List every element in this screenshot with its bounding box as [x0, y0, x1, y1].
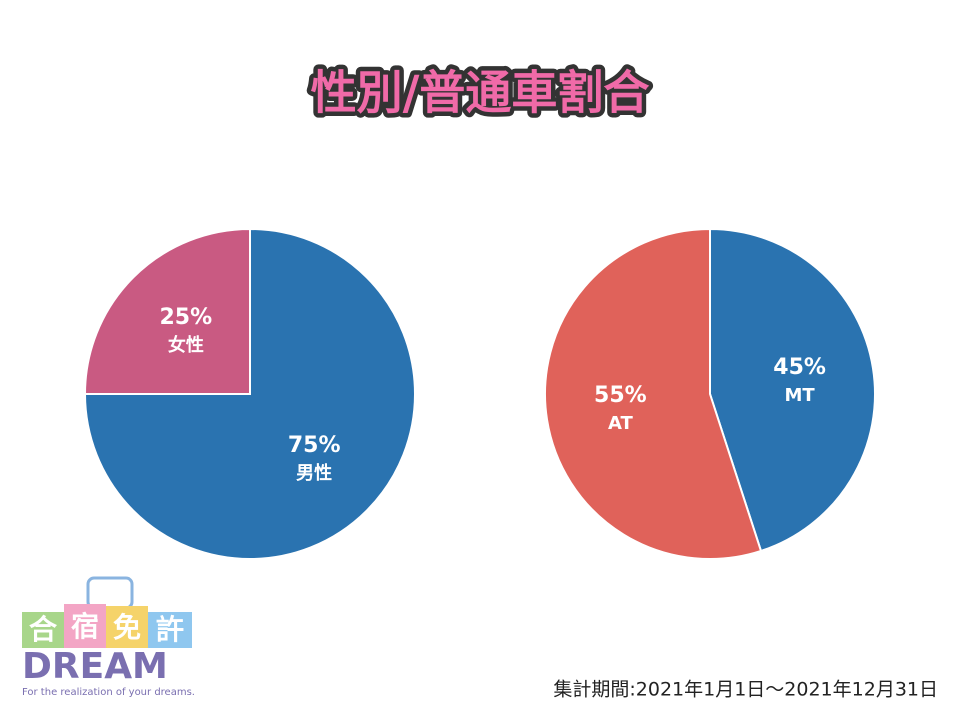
value-label: 75% — [288, 433, 341, 458]
logo-block — [22, 612, 64, 648]
category-label: 男性 — [296, 462, 332, 484]
logo-block — [106, 606, 148, 648]
pie-slice — [709, 227, 876, 553]
logo-char: 許 — [156, 613, 184, 646]
logo: 合 宿 免 許 DREAM For the realization of you… — [22, 576, 195, 698]
logo-char: 免 — [113, 611, 141, 644]
category-label: MT — [785, 385, 816, 406]
logo-tagline: For the realization of your dreams. — [22, 687, 195, 698]
category-label: 女性 — [168, 334, 204, 356]
category-label: AT — [608, 413, 634, 434]
value-label: 25% — [159, 305, 212, 330]
logo-block — [64, 604, 106, 648]
pie-slice — [83, 227, 416, 560]
pie-slice — [83, 227, 251, 395]
logo-block — [148, 612, 192, 648]
logo-char: 合 — [29, 613, 58, 646]
value-label: 45% — [773, 355, 826, 380]
period-note: 集計期間:2021年1月1日～2021年12月31日 — [553, 679, 938, 701]
page-title: 性別/普通車割合 — [311, 66, 650, 120]
logo-name: DREAM — [22, 646, 168, 687]
value-label: 55% — [594, 383, 647, 408]
pie-slice — [544, 227, 763, 560]
logo-char: 宿 — [71, 610, 99, 643]
